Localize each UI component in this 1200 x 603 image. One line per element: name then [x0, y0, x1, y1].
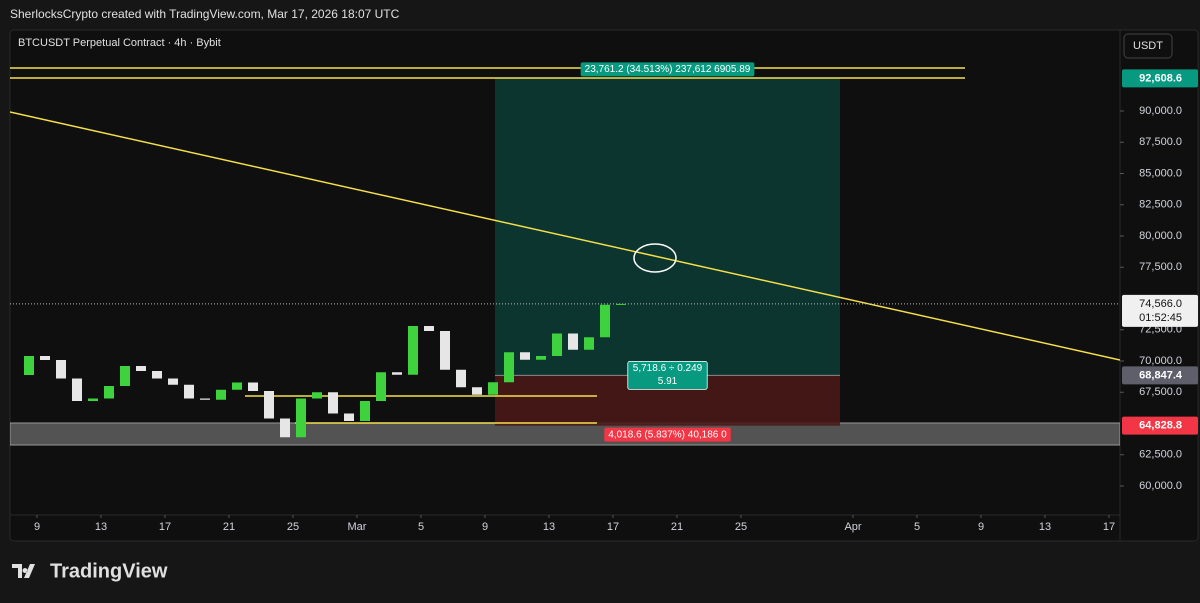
y-tick-label: 82,500.0 — [1139, 199, 1182, 211]
candle — [376, 372, 386, 401]
price-tag-label: 92,608.6 — [1139, 72, 1182, 84]
x-tick-label: 9 — [34, 521, 40, 533]
x-tick-label: 21 — [671, 521, 683, 533]
symbol-title: BTCUSDT Perpetual Contract · 4h · Bybit — [18, 37, 221, 49]
x-tick-label: 25 — [287, 521, 299, 533]
y-tick-label: 80,000.0 — [1139, 230, 1182, 242]
candle — [168, 378, 178, 385]
candle — [216, 389, 226, 400]
candle — [24, 356, 34, 375]
x-tick-label: Apr — [844, 521, 861, 533]
candle — [280, 418, 290, 438]
candle — [616, 303, 626, 305]
target-label: 23,761.2 (34.513%) 237,612 6905.89 — [585, 64, 751, 75]
x-tick-label: 9 — [482, 521, 488, 533]
candle — [344, 413, 354, 421]
x-tick-label: 17 — [1103, 521, 1115, 533]
candle — [312, 392, 322, 399]
candle — [296, 398, 306, 438]
currency-button[interactable] — [1123, 33, 1173, 59]
candle — [248, 382, 258, 391]
x-tick-label: 9 — [978, 521, 984, 533]
stop-label-bg — [604, 427, 731, 442]
price-tag-label: 68,847.4 — [1139, 369, 1183, 381]
trendline — [10, 111, 1120, 361]
y-tick-label: 70,000.0 — [1139, 355, 1182, 367]
y-tick-label: 77,500.0 — [1139, 261, 1182, 273]
x-tick-label: Mar — [348, 521, 367, 533]
brand-logo — [12, 564, 35, 578]
price-tag-label: 64,828.8 — [1139, 420, 1182, 432]
x-tick-label: 5 — [914, 521, 920, 533]
x-tick-label: 21 — [223, 521, 235, 533]
currency-label[interactable]: USDT — [1133, 40, 1163, 52]
candle — [600, 304, 610, 338]
candle — [56, 360, 66, 379]
candle — [88, 398, 98, 401]
overlay: 60,000.062,500.067,500.070,000.072,500.0… — [34, 62, 1198, 533]
candle — [264, 391, 274, 419]
candle — [360, 401, 370, 421]
y-tick-label: 90,000.0 — [1139, 105, 1182, 117]
ratio-value: 5.91 — [658, 376, 678, 387]
profit-zone — [495, 78, 840, 376]
candle — [104, 386, 114, 399]
candle — [184, 384, 194, 399]
candle — [40, 356, 50, 360]
target-label-bg — [580, 62, 755, 77]
x-tick-label: 5 — [418, 521, 424, 533]
ratio-label-bg — [627, 361, 708, 390]
header-title: SherlocksCrypto created with TradingView… — [10, 7, 400, 21]
candle — [232, 382, 242, 390]
candle — [440, 331, 450, 370]
candle — [488, 382, 498, 395]
candle — [504, 352, 514, 383]
plot-area — [10, 67, 1120, 446]
countdown-label: 01:52:45 — [1139, 312, 1182, 324]
candle — [392, 372, 402, 375]
candle — [424, 326, 434, 331]
candle — [584, 337, 594, 350]
x-tick-label: 13 — [543, 521, 555, 533]
candle — [408, 326, 418, 375]
candle — [200, 398, 210, 400]
candle — [568, 333, 578, 350]
candle — [456, 369, 466, 388]
y-tick-label: 62,500.0 — [1139, 449, 1182, 461]
candle — [536, 356, 546, 360]
candle — [472, 387, 482, 395]
candle — [136, 366, 146, 371]
y-tick-label: 85,000.0 — [1139, 167, 1182, 179]
last-price-tag — [1122, 294, 1198, 327]
candle — [152, 371, 162, 379]
price-tag — [1122, 416, 1198, 435]
candle — [520, 352, 530, 360]
y-tick-label: 60,000.0 — [1139, 480, 1182, 492]
x-tick-label: 13 — [1039, 521, 1051, 533]
candle — [552, 333, 562, 356]
highlight-circle — [633, 243, 677, 273]
brand-name: TradingView — [50, 560, 168, 582]
y-tick-label: 87,500.0 — [1139, 136, 1182, 148]
price-tag — [1122, 69, 1198, 88]
x-tick-label: 25 — [735, 521, 747, 533]
ratio-label: 5,718.6 ÷ 0.249 — [633, 363, 703, 374]
last-price-label: 74,566.0 — [1139, 298, 1182, 310]
candle — [120, 366, 130, 386]
x-tick-label: 13 — [95, 521, 107, 533]
x-tick-label: 17 — [607, 521, 619, 533]
stop-label: 4,018.6 (5.837%) 40,186 0 — [608, 429, 727, 440]
candle — [72, 378, 82, 401]
x-tick-label: 17 — [159, 521, 171, 533]
support-zone — [10, 422, 1120, 446]
y-tick-label: 67,500.0 — [1139, 386, 1182, 398]
candle — [328, 392, 338, 414]
price-tag — [1122, 366, 1198, 385]
